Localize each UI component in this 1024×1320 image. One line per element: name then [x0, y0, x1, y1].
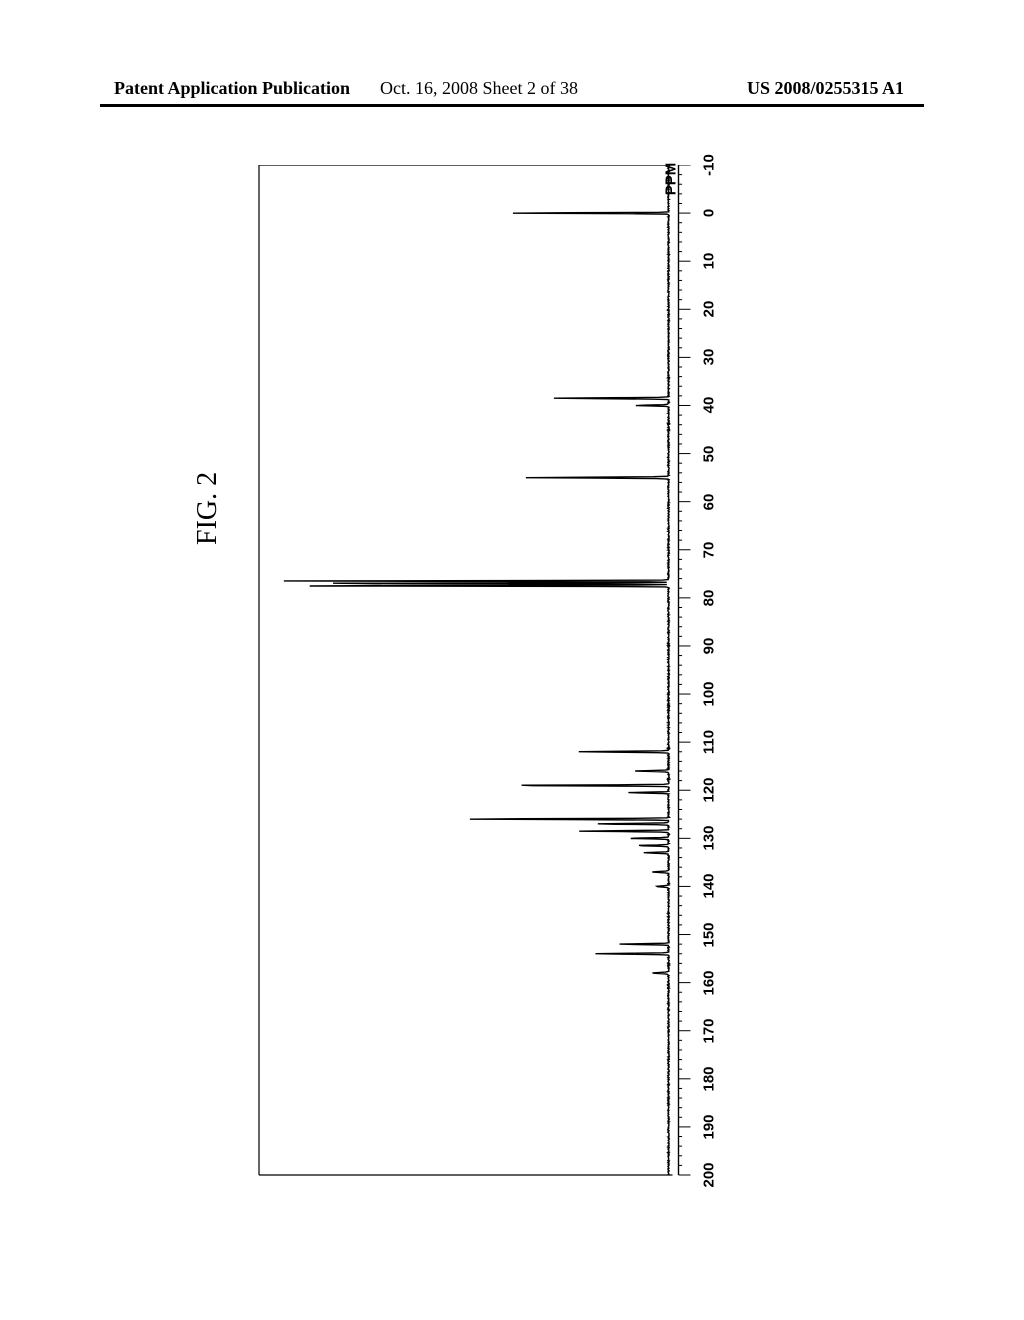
header-center: Oct. 16, 2008 Sheet 2 of 38 [380, 78, 578, 99]
axis-label-ppm: PPM [662, 163, 679, 196]
axis-tick-150: 150 [700, 922, 717, 947]
header-rule [100, 104, 924, 107]
axis-tick-70: 70 [700, 541, 717, 558]
axis-tick-0: 0 [700, 209, 717, 217]
axis-tick-20: 20 [700, 301, 717, 318]
axis-tick-40: 40 [700, 397, 717, 414]
axis-tick-140: 140 [700, 874, 717, 899]
axis-tick-100: 100 [700, 682, 717, 707]
header-right: US 2008/0255315 A1 [747, 78, 904, 99]
axis-tick-80: 80 [700, 590, 717, 607]
figure-label: FIG. 2 [192, 472, 224, 545]
axis-tick-200: 200 [700, 1162, 717, 1187]
axis-tick-110: 110 [700, 730, 717, 754]
header-left: Patent Application Publication [114, 78, 350, 99]
axis-tick-60: 60 [700, 493, 717, 510]
axis-tick-130: 130 [700, 826, 717, 851]
axis-tick-160: 160 [700, 970, 717, 995]
axis-tick-10: 10 [700, 253, 717, 270]
axis-tick-120: 120 [700, 778, 717, 803]
axis-tick-190: 190 [700, 1114, 717, 1139]
axis-tick-50: 50 [700, 445, 717, 462]
axis-tick-170: 170 [700, 1018, 717, 1043]
axis-tick-180: 180 [700, 1066, 717, 1091]
axis-tick-30: 30 [700, 349, 717, 366]
patent-page: Patent Application Publication Oct. 16, … [0, 0, 1024, 1320]
axis-tick-90: 90 [700, 638, 717, 655]
axis-tick--10: -10 [700, 154, 717, 176]
